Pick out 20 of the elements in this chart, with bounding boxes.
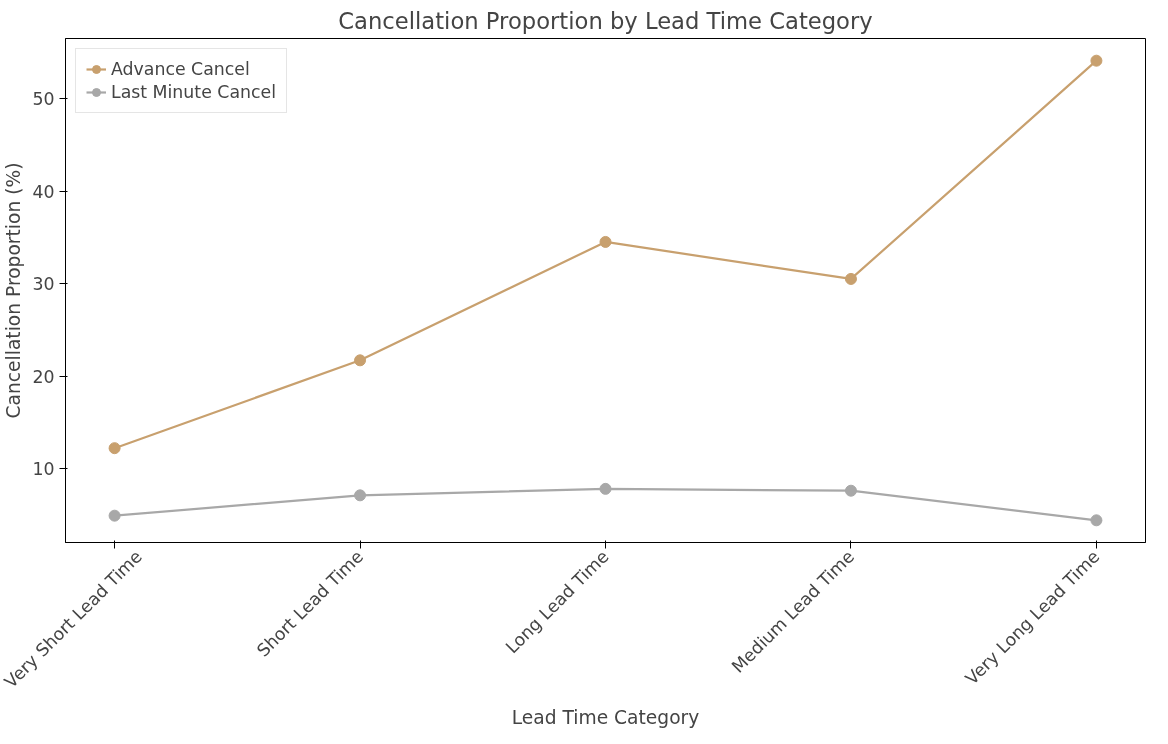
x-axis-title: Lead Time Category xyxy=(511,706,700,728)
y-tick-label: 30 xyxy=(32,274,55,295)
point xyxy=(354,354,367,367)
y-tick-label: 40 xyxy=(32,181,55,202)
point xyxy=(844,272,857,285)
y-tick-label: 20 xyxy=(32,366,55,387)
point xyxy=(108,509,121,522)
legend-label: Advance Cancel xyxy=(111,59,250,79)
point xyxy=(354,489,367,502)
point xyxy=(599,482,612,495)
y-axis-title: Cancellation Proportion (%) xyxy=(3,162,25,419)
point xyxy=(1090,54,1103,67)
point xyxy=(108,442,121,455)
y-tick-label: 10 xyxy=(32,459,55,480)
y-tick-label: 50 xyxy=(32,89,55,110)
legend-label: Last Minute Cancel xyxy=(111,82,276,102)
point xyxy=(844,484,857,497)
chart-title: Cancellation Proportion by Lead Time Category xyxy=(338,7,873,34)
point xyxy=(1090,514,1103,527)
point xyxy=(599,235,612,248)
